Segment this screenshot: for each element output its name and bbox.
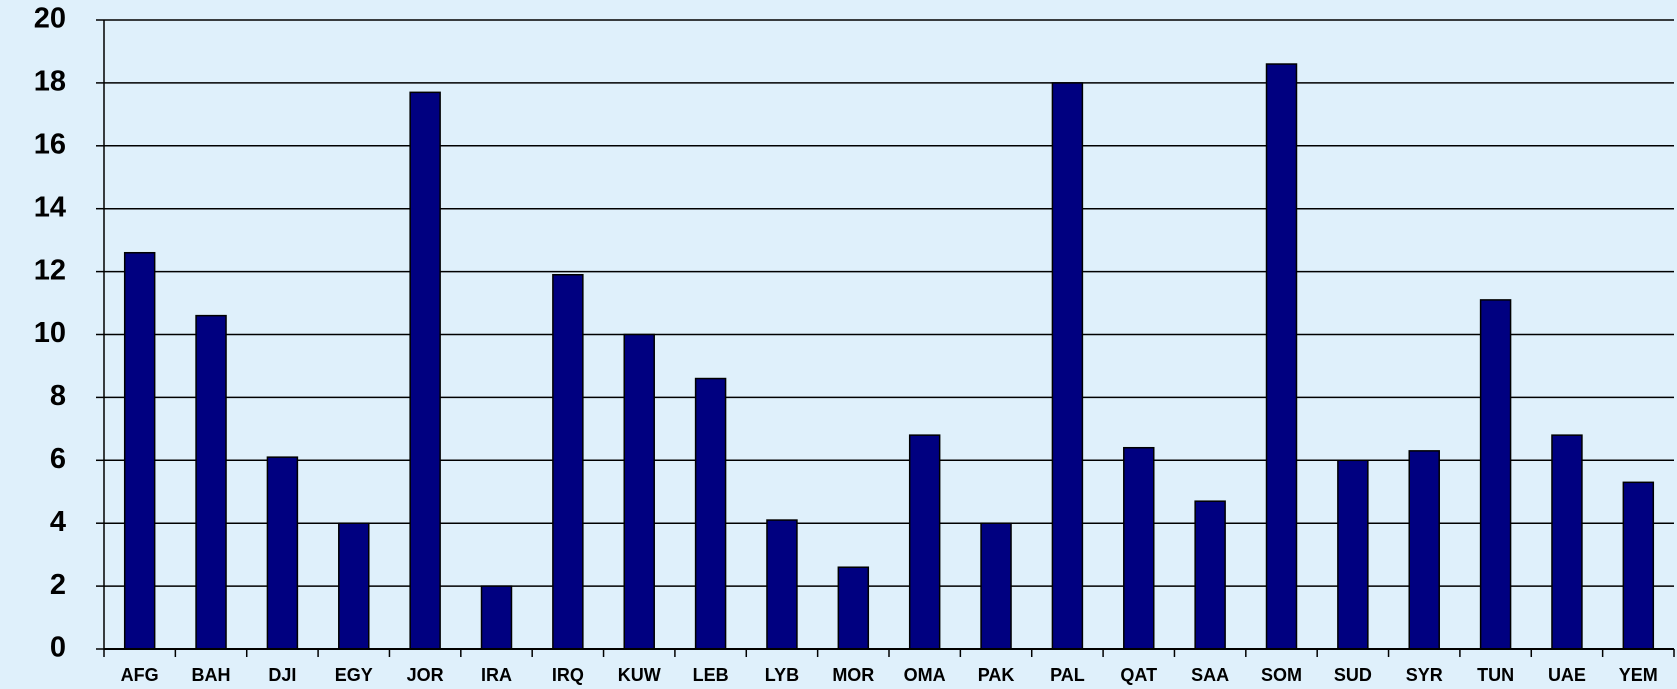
y-tick-label: 10 bbox=[34, 317, 66, 349]
bar bbox=[694, 377, 727, 650]
x-tick-label: SAA bbox=[1191, 665, 1229, 685]
bar bbox=[338, 522, 370, 650]
x-tick-label: MOR bbox=[832, 665, 874, 685]
x-tick-label: BAH bbox=[192, 665, 231, 685]
y-tick-label: 14 bbox=[34, 191, 66, 223]
x-tick-label: KUW bbox=[618, 665, 661, 685]
x-tick-label: AFG bbox=[121, 665, 159, 685]
bar bbox=[766, 519, 798, 650]
x-tick-label: IRQ bbox=[552, 665, 584, 685]
bar bbox=[1622, 481, 1655, 650]
x-tick-label: SUD bbox=[1334, 665, 1372, 685]
bar bbox=[837, 566, 870, 650]
y-tick-label: 4 bbox=[50, 506, 66, 538]
x-tick-label: TUN bbox=[1477, 665, 1514, 685]
y-tick-label: 18 bbox=[34, 66, 66, 98]
bar bbox=[195, 314, 227, 650]
x-tick-label: SYR bbox=[1406, 665, 1443, 685]
bar bbox=[1265, 63, 1298, 650]
x-tick-label: PAK bbox=[978, 665, 1015, 685]
bar bbox=[623, 333, 655, 650]
y-tick-label: 0 bbox=[50, 632, 66, 664]
x-tick-label: DJI bbox=[268, 665, 296, 685]
x-tick-label: SOM bbox=[1261, 665, 1302, 685]
x-tick-label: EGY bbox=[335, 665, 373, 685]
y-tick-label: 8 bbox=[50, 380, 66, 412]
bar bbox=[409, 91, 441, 650]
bar bbox=[266, 456, 299, 650]
bar bbox=[552, 273, 584, 650]
bar bbox=[123, 251, 156, 650]
bar bbox=[908, 434, 941, 650]
x-tick-label: PAL bbox=[1050, 665, 1085, 685]
y-tick-label: 12 bbox=[34, 254, 66, 286]
x-tick-label: UAE bbox=[1548, 665, 1586, 685]
y-tick-label: 2 bbox=[50, 569, 66, 601]
bar bbox=[980, 522, 1012, 650]
bar bbox=[1194, 500, 1226, 650]
bar bbox=[1408, 450, 1440, 650]
bar bbox=[1551, 434, 1583, 650]
bar bbox=[1479, 299, 1512, 650]
y-tick-label: 16 bbox=[34, 128, 66, 160]
x-tick-label: JOR bbox=[407, 665, 444, 685]
x-tick-label: LEB bbox=[693, 665, 729, 685]
x-tick-label: YEM bbox=[1619, 665, 1658, 685]
bar bbox=[1123, 446, 1155, 650]
x-tick-label: LYB bbox=[765, 665, 799, 685]
x-tick-label: IRA bbox=[481, 665, 512, 685]
bar bbox=[1051, 82, 1084, 650]
bar bbox=[480, 585, 513, 650]
x-tick-label: OMA bbox=[904, 665, 946, 685]
bar bbox=[1337, 459, 1369, 650]
y-tick-label: 6 bbox=[50, 443, 66, 475]
x-tick-label: QAT bbox=[1120, 665, 1157, 685]
y-tick-label: 20 bbox=[34, 3, 66, 35]
